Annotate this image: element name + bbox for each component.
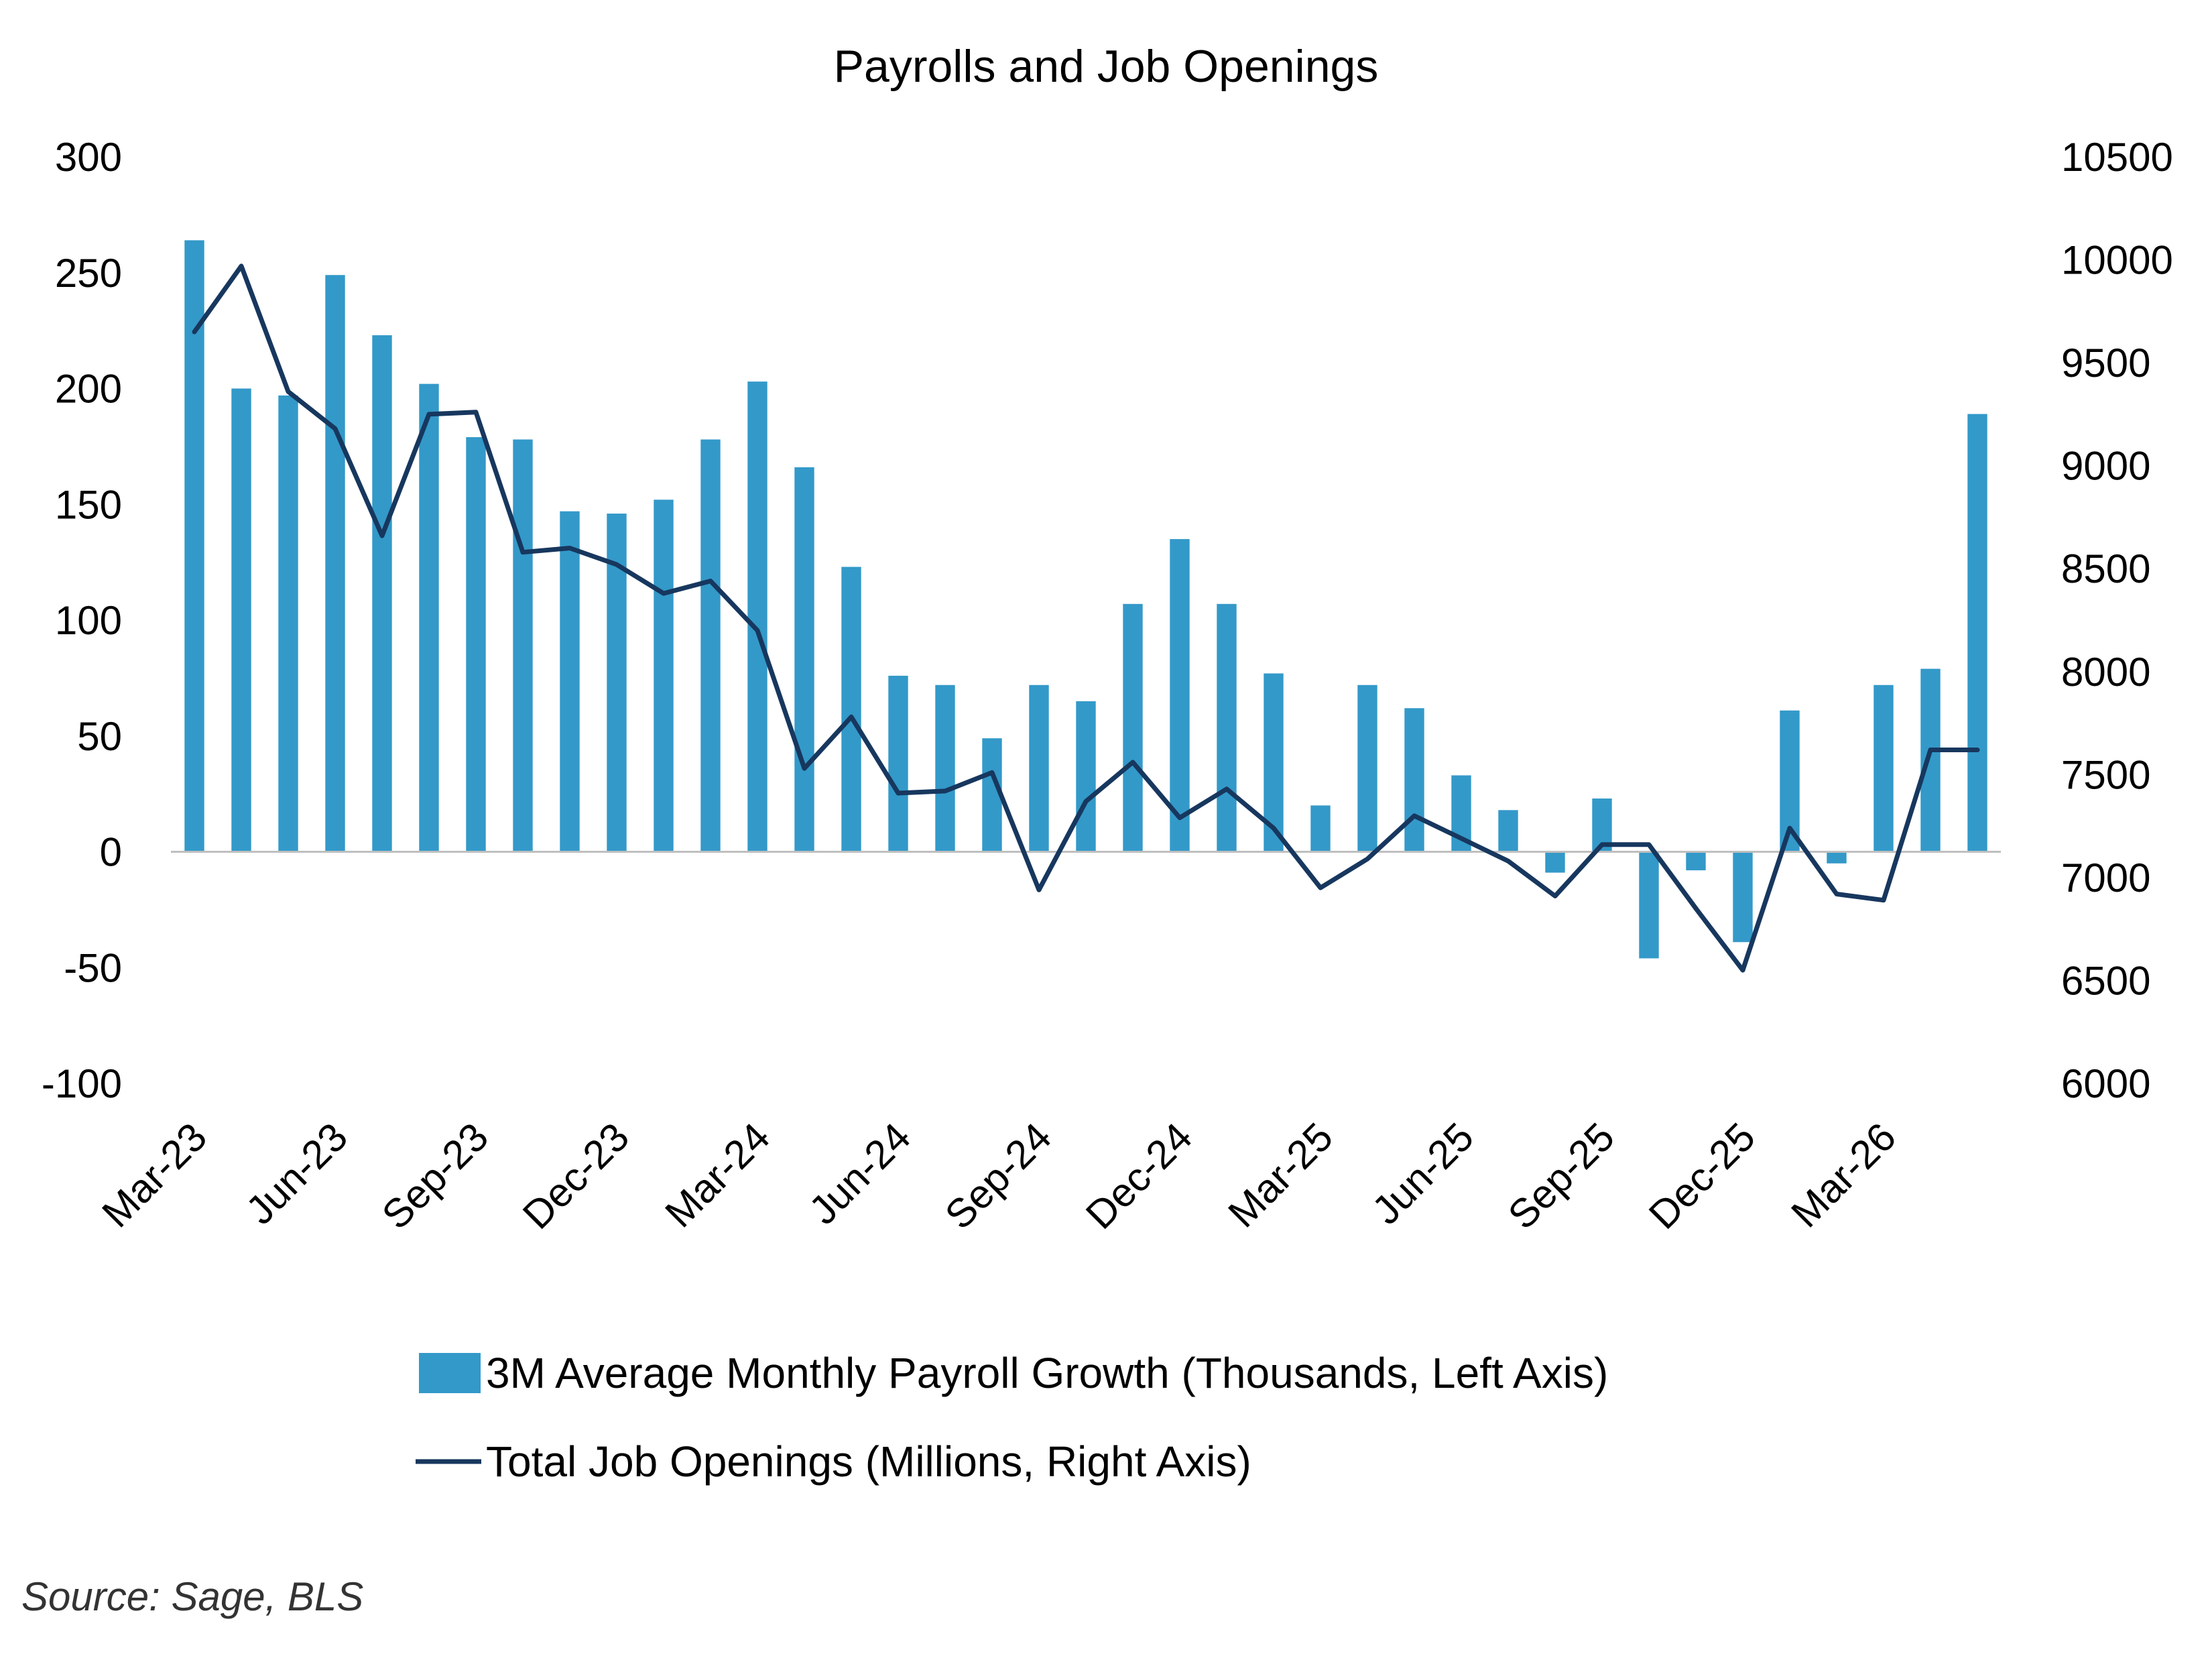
- x-axis-tick-label: Jun-25: [1363, 1114, 1482, 1233]
- payroll-bar: [372, 335, 392, 852]
- x-axis-tick-label: Mar-25: [1219, 1114, 1341, 1236]
- left-axis-tick-label: 200: [55, 367, 122, 412]
- right-axis-tick-label: 7500: [2061, 752, 2150, 797]
- payroll-bar: [1967, 414, 1987, 852]
- payroll-bar: [419, 383, 439, 852]
- payroll-bar: [794, 467, 814, 852]
- right-axis-tick-label: 10000: [2061, 238, 2173, 283]
- line-series: [192, 263, 1980, 973]
- payroll-bar: [841, 567, 861, 852]
- payroll-bar: [1123, 603, 1143, 852]
- payroll-bar: [1733, 851, 1753, 943]
- source-note: Source: Sage, BLS: [21, 1574, 363, 1619]
- payroll-bar: [1686, 851, 1706, 871]
- chart-title: Payrolls and Job Openings: [834, 41, 1379, 92]
- right-axis-ticks: 6000 6500 7000 7500 8000 8500 9000 9500 10000 105…: [2061, 135, 2173, 1106]
- right-axis-tick-label: 9000: [2061, 444, 2150, 489]
- left-axis-tick-label: 50: [77, 714, 122, 759]
- left-axis-tick-label: 0: [100, 830, 122, 875]
- payroll-bar: [466, 437, 486, 852]
- payroll-bar: [1920, 668, 1941, 852]
- legend: 3M Average Monthly Payroll Growth (Thous…: [416, 1349, 1608, 1486]
- payroll-bar: [1404, 708, 1424, 852]
- right-axis-tick-label: 6500: [2061, 958, 2150, 1003]
- payroll-bar: [325, 275, 345, 852]
- payroll-bar: [654, 499, 674, 852]
- payroll-bar: [278, 395, 298, 852]
- right-axis-tick-label: 7000: [2061, 855, 2150, 900]
- right-axis-tick-label: 10500: [2061, 135, 2173, 180]
- left-axis-tick-label: -100: [42, 1061, 122, 1106]
- payroll-bar: [935, 685, 955, 852]
- payroll-bar: [1545, 851, 1565, 873]
- left-axis-tick-label: 150: [55, 482, 122, 527]
- left-axis-tick-label: 250: [55, 251, 122, 296]
- payroll-bar: [513, 439, 533, 852]
- payroll-bar: [1217, 603, 1237, 852]
- x-axis-tick-label: Sep-24: [936, 1114, 1060, 1238]
- x-axis-tick-label: Sep-23: [373, 1114, 497, 1238]
- payroll-bar: [1076, 701, 1096, 852]
- payroll-bar: [231, 388, 251, 852]
- legend-label-line: Total Job Openings (Millions, Right Axis…: [486, 1437, 1251, 1486]
- payroll-bar: [700, 439, 721, 852]
- right-axis-tick-label: 8000: [2061, 650, 2150, 695]
- job-openings-line: [192, 263, 1980, 973]
- legend-label-bar: 3M Average Monthly Payroll Growth (Thous…: [486, 1349, 1608, 1397]
- left-axis-ticks: -100 -50 0 50 100 150 200 250 300: [42, 135, 122, 1106]
- right-axis-tick-label: 9500: [2061, 341, 2150, 386]
- x-axis-tick-label: Jun-23: [237, 1114, 356, 1233]
- payroll-bar: [184, 240, 204, 852]
- x-axis-ticks: Mar-23 Jun-23 Sep-23 Dec-23 Mar-24 Jun-24 Sep-…: [93, 1114, 1904, 1238]
- x-axis-tick-label: Dec-24: [1077, 1114, 1201, 1238]
- x-axis-tick-label: Dec-23: [514, 1114, 637, 1238]
- left-axis-tick-label: 100: [55, 598, 122, 643]
- payroll-bar: [1827, 851, 1847, 864]
- payroll-bar: [1170, 539, 1190, 852]
- x-axis-tick-label: Jun-24: [800, 1114, 919, 1233]
- payroll-bar: [1029, 685, 1049, 852]
- payroll-bar: [560, 511, 580, 852]
- payroll-bar: [1873, 685, 1894, 852]
- payroll-bar: [1498, 810, 1518, 852]
- x-axis-tick-label: Dec-25: [1640, 1114, 1764, 1238]
- payroll-bar: [888, 675, 908, 852]
- bar-series: [184, 240, 1987, 959]
- x-axis-tick-label: Sep-25: [1499, 1114, 1623, 1238]
- payroll-bar: [1639, 851, 1659, 959]
- x-axis-tick-label: Mar-24: [656, 1114, 778, 1236]
- legend-swatch-bar: [419, 1353, 481, 1393]
- payroll-bar: [747, 381, 767, 852]
- right-axis-tick-label: 6000: [2061, 1061, 2150, 1106]
- x-axis-tick-label: Mar-26: [1782, 1114, 1904, 1236]
- left-axis-tick-label: -50: [64, 945, 122, 990]
- payroll-bar: [1357, 685, 1377, 852]
- left-axis-tick-label: 300: [55, 135, 122, 180]
- payroll-bar: [1310, 805, 1331, 852]
- right-axis-tick-label: 8500: [2061, 546, 2150, 591]
- x-axis-tick-label: Mar-23: [93, 1114, 215, 1236]
